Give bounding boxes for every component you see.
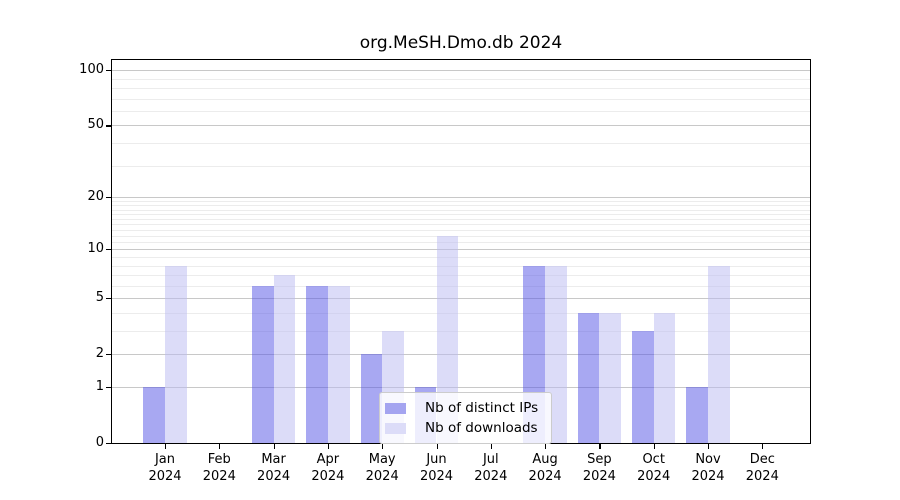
legend: Nb of distinct IPs Nb of downloads [379, 392, 553, 444]
y-tick-label: 2 [95, 346, 104, 362]
y-tick-label: 20 [87, 189, 104, 205]
x-tick-label-sep: Sep 2024 [582, 452, 616, 484]
legend-swatch-downloads [385, 422, 406, 434]
major-gridline [112, 197, 810, 199]
minor-gridline [112, 235, 810, 237]
y-tick-label: 5 [95, 290, 104, 306]
x-tick-mark [219, 444, 221, 449]
x-tick-label-jan: Jan 2024 [148, 452, 182, 484]
bar-distinct-ips-nov [686, 387, 708, 443]
bar-distinct-ips-may [360, 354, 383, 443]
legend-swatch-distinct-ips [385, 402, 406, 414]
major-gridline [112, 354, 810, 356]
minor-gridline [112, 209, 810, 211]
bar-downloads-oct [653, 313, 676, 443]
y-tick-mark [106, 387, 111, 389]
x-tick-mark [599, 444, 601, 449]
gridlines-layer [112, 60, 810, 443]
bar-downloads-mar [273, 275, 296, 443]
y-tick-mark [106, 249, 111, 251]
y-tick-label: 100 [79, 62, 104, 78]
x-tick-label-may: May 2024 [365, 452, 399, 484]
x-tick-mark [165, 444, 167, 449]
y-tick-label: 50 [87, 117, 104, 133]
major-gridline [112, 298, 810, 300]
y-tick-label: 1 [95, 379, 104, 394]
legend-label-distinct-ips: Nb of distinct IPs [425, 400, 539, 416]
bar-distinct-ips-mar [251, 285, 274, 443]
major-gridline [112, 249, 810, 251]
legend-row-downloads: Nb of downloads [385, 418, 538, 438]
major-gridline [112, 70, 810, 72]
minor-gridline [112, 219, 810, 220]
legend-label-downloads: Nb of downloads [425, 420, 538, 436]
plot-area [111, 59, 811, 444]
x-tick-mark [436, 444, 438, 449]
x-tick-label-oct: Oct 2024 [637, 452, 671, 484]
x-tick-mark [545, 444, 547, 449]
y-tick-mark [106, 298, 111, 300]
minor-gridline [112, 224, 810, 226]
x-tick-label-feb: Feb 2024 [202, 452, 236, 484]
minor-gridline [112, 78, 810, 80]
bar-downloads-jun [436, 235, 459, 443]
bar-downloads-apr [327, 285, 350, 443]
minor-gridline [112, 205, 810, 207]
legend-row-distinct-ips: Nb of distinct IPs [385, 398, 538, 418]
minor-gridline [112, 331, 810, 332]
minor-gridline [112, 143, 810, 144]
minor-gridline [112, 275, 810, 276]
y-tick-label: 0 [95, 435, 104, 450]
x-tick-mark [273, 444, 275, 449]
x-tick-mark [490, 444, 492, 449]
x-tick-mark [708, 444, 710, 449]
bar-downloads-nov [708, 265, 730, 443]
y-tick-label: 10 [87, 241, 104, 257]
minor-gridline [112, 98, 810, 100]
x-tick-label-jun: Jun 2024 [419, 452, 454, 484]
y-tick-mark [106, 354, 111, 356]
y-tick-mark [106, 70, 111, 72]
bar-downloads-sep [599, 313, 622, 443]
bars-layer [112, 60, 810, 443]
bar-distinct-ips-apr [306, 285, 328, 443]
minor-gridline [112, 110, 810, 112]
bar-downloads-jan [165, 265, 187, 443]
minor-gridline [112, 214, 810, 216]
x-tick-mark [653, 444, 655, 449]
minor-gridline [112, 88, 810, 89]
x-tick-label-nov: Nov 2024 [691, 452, 725, 484]
x-tick-mark [382, 444, 384, 449]
minor-gridline [112, 265, 810, 267]
x-tick-label-apr: Apr 2024 [311, 452, 345, 484]
minor-gridline [112, 229, 810, 231]
y-tick-mark [106, 443, 111, 445]
minor-gridline [112, 285, 810, 287]
minor-gridline [112, 242, 810, 244]
bar-distinct-ips-oct [632, 331, 654, 443]
y-tick-mark [106, 197, 111, 199]
minor-gridline [112, 257, 810, 258]
major-gridline [112, 125, 810, 127]
x-tick-label-dec: Dec 2024 [745, 452, 779, 484]
minor-gridline [112, 165, 810, 167]
major-gridline [112, 387, 810, 388]
bar-distinct-ips-jan [143, 387, 165, 443]
y-tick-mark [106, 125, 111, 127]
x-tick-label-aug: Aug 2024 [528, 452, 562, 484]
chart-title: org.MeSH.Dmo.db 2024 [359, 33, 563, 53]
minor-gridline [112, 201, 810, 202]
bar-distinct-ips-sep [577, 313, 600, 443]
minor-gridline [112, 313, 810, 314]
x-tick-mark [327, 444, 330, 449]
x-tick-mark [762, 444, 764, 449]
x-tick-label-mar: Mar 2024 [257, 452, 291, 484]
x-tick-label-jul: Jul 2024 [474, 452, 508, 484]
